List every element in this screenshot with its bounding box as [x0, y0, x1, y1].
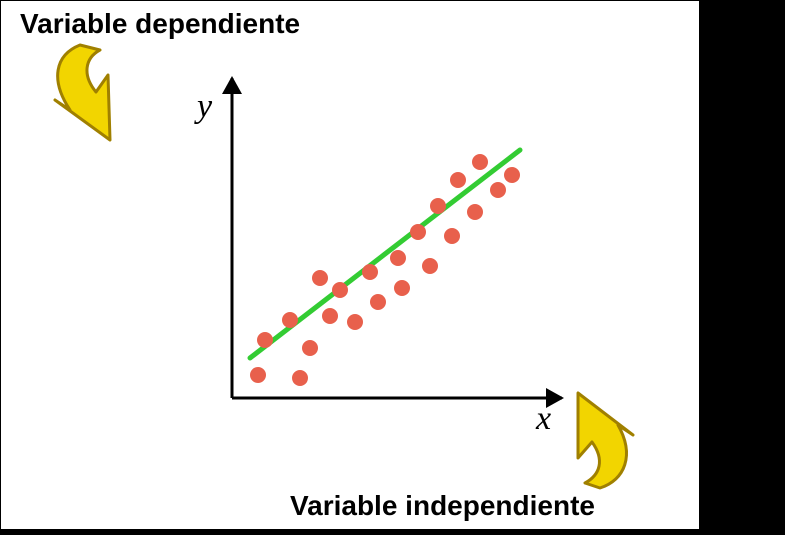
- independent-callout-arrow: [578, 393, 633, 488]
- scatter-point: [467, 204, 483, 220]
- y-axis-arrowhead: [222, 76, 242, 94]
- scatter-point: [430, 198, 446, 214]
- scatter-point: [302, 340, 318, 356]
- scatter-point: [422, 258, 438, 274]
- scatter-point: [257, 332, 273, 348]
- scatter-chart: [0, 0, 785, 535]
- scatter-point: [282, 312, 298, 328]
- scatter-point: [347, 314, 363, 330]
- scatter-point: [332, 282, 348, 298]
- scatter-point: [450, 172, 466, 188]
- scatter-point: [250, 367, 266, 383]
- scatter-point: [504, 167, 520, 183]
- scatter-point: [444, 228, 460, 244]
- dependent-callout-arrow: [55, 45, 110, 140]
- scatter-point: [292, 370, 308, 386]
- scatter-point: [362, 264, 378, 280]
- scatter-point: [322, 308, 338, 324]
- x-axis-arrowhead: [546, 388, 564, 408]
- scatter-point: [370, 294, 386, 310]
- scatter-point: [472, 154, 488, 170]
- scatter-point: [490, 182, 506, 198]
- scatter-point: [410, 224, 426, 240]
- scatter-point: [390, 250, 406, 266]
- scatter-point: [394, 280, 410, 296]
- scatter-point: [312, 270, 328, 286]
